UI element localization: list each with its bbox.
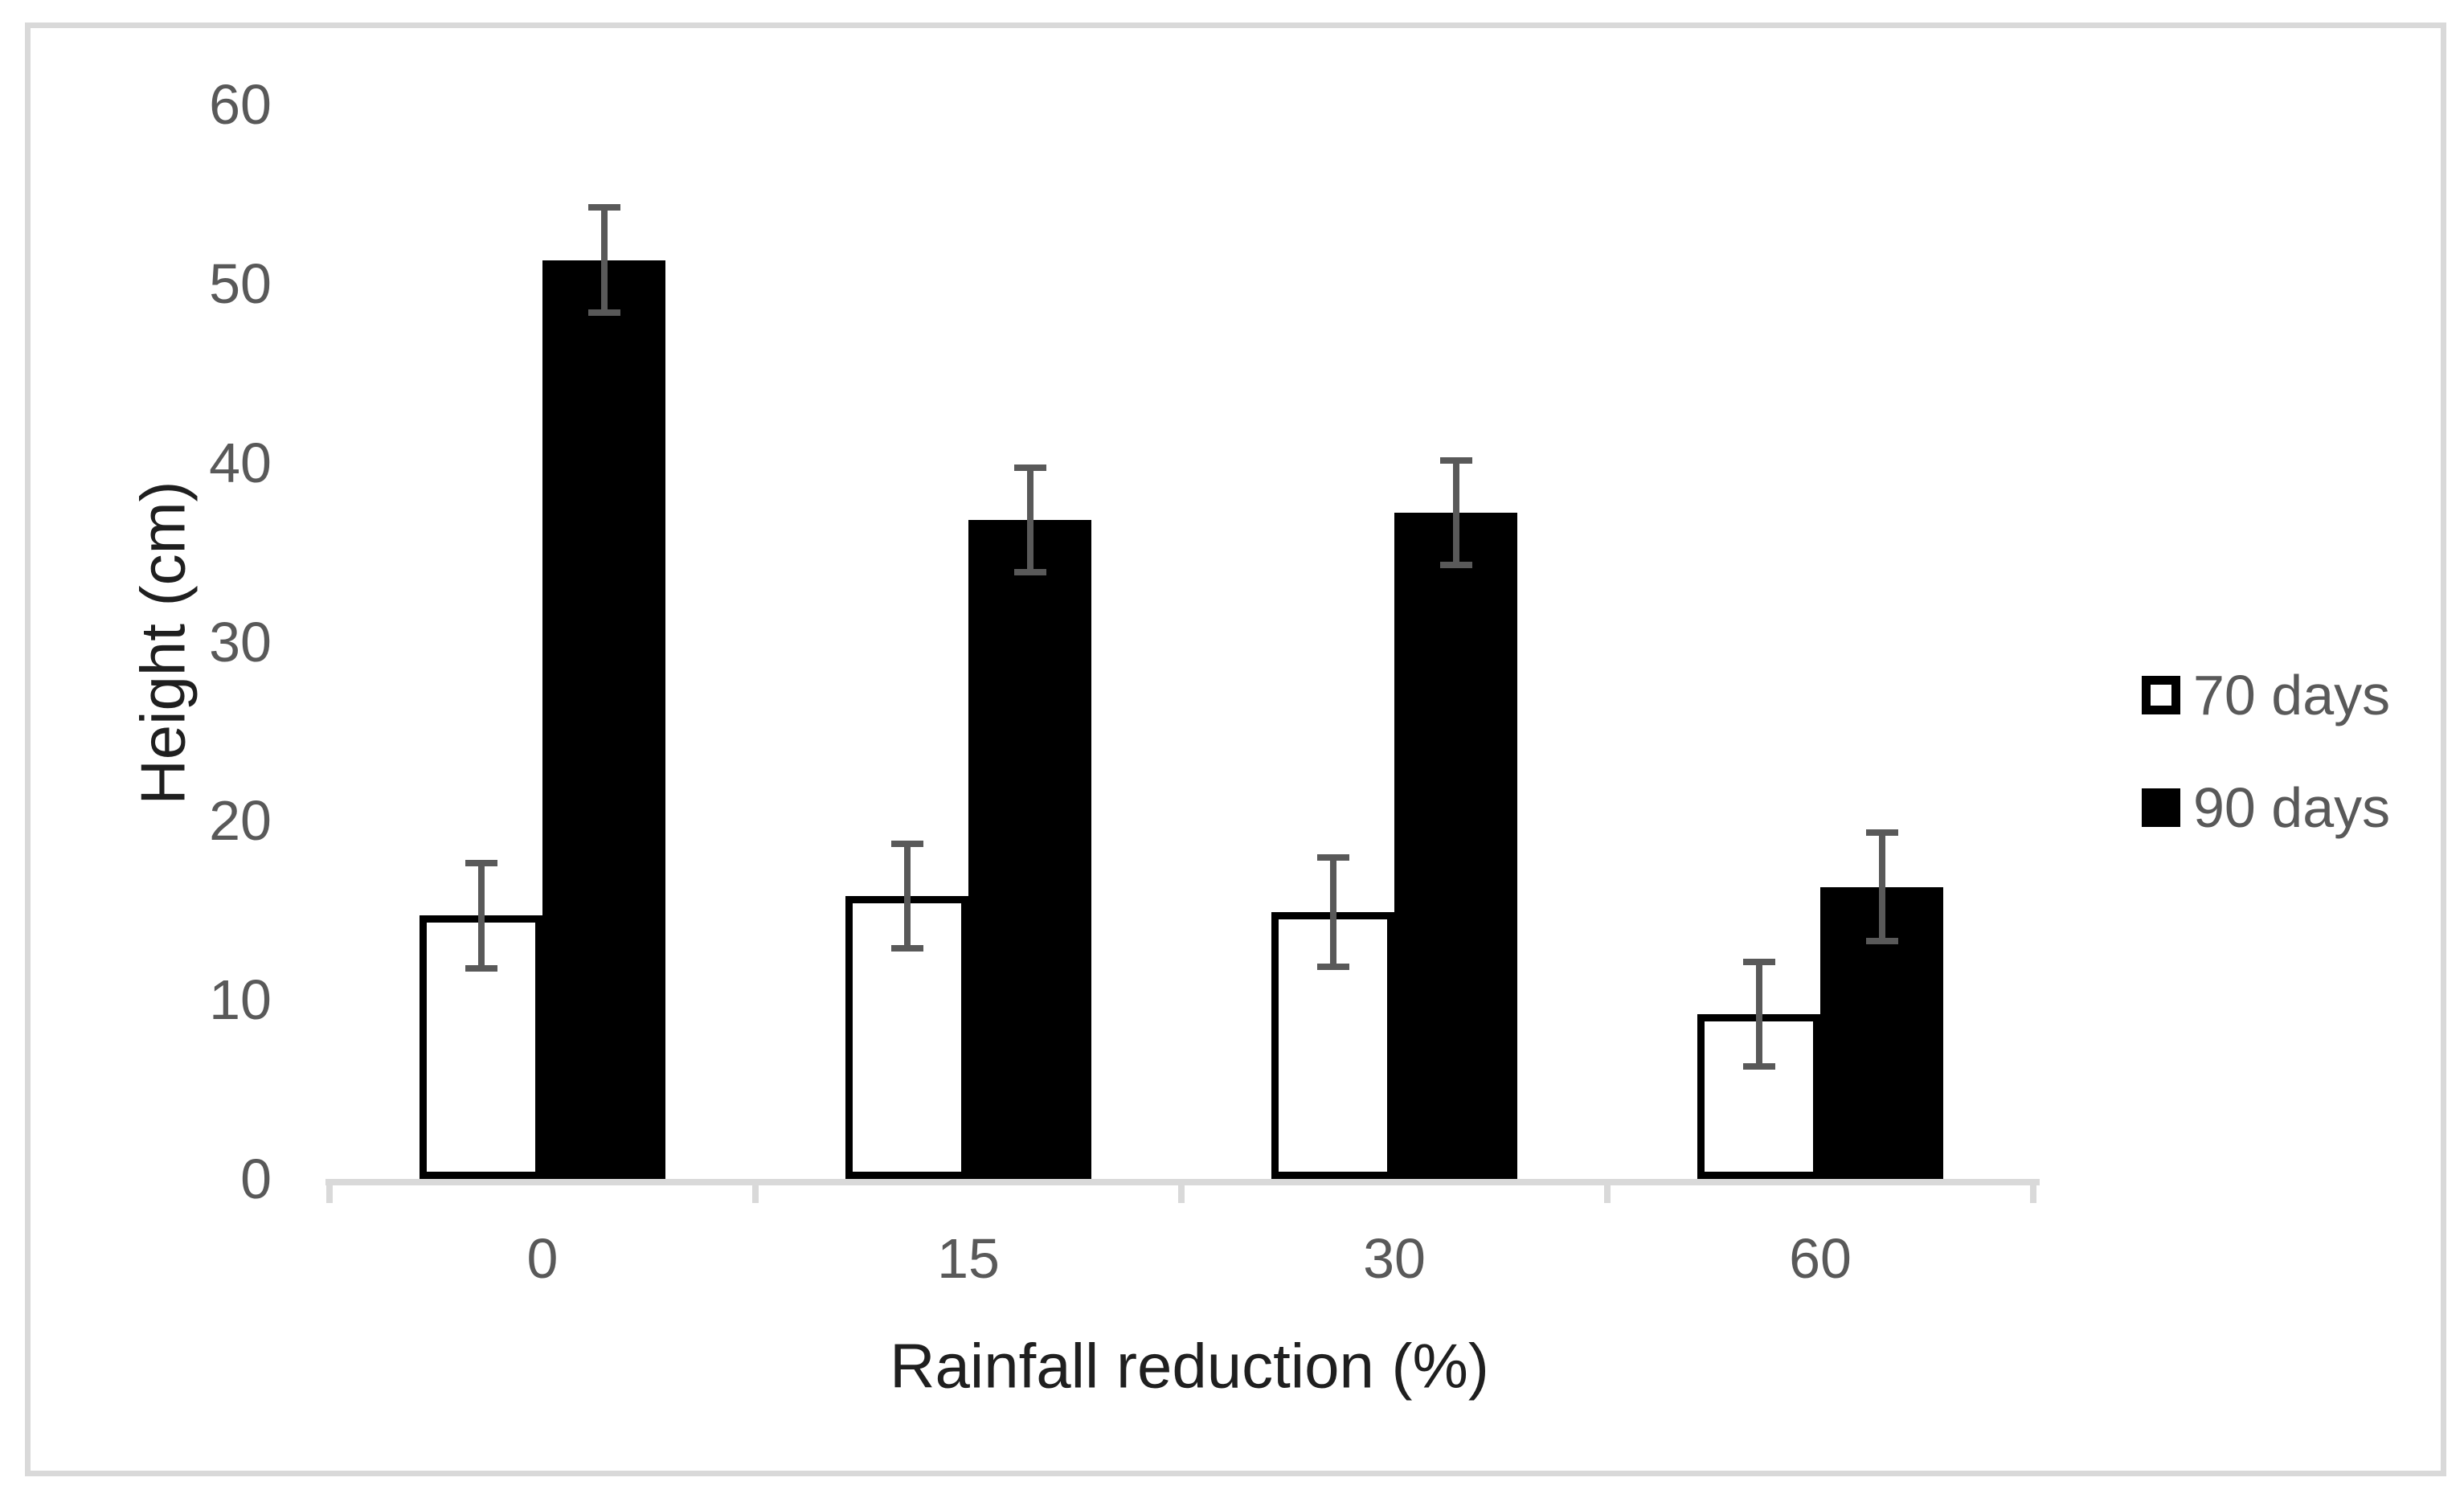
error-bar-cap-top bbox=[1013, 464, 1046, 471]
x-axis-tick-mark bbox=[1178, 1179, 1185, 1203]
error-bar-cap-bottom bbox=[587, 309, 620, 317]
error-bar-cap-bottom bbox=[1742, 1063, 1775, 1070]
error-bar-cap-bottom bbox=[465, 964, 497, 972]
legend-swatch-90-days bbox=[2142, 788, 2180, 827]
chart-border bbox=[25, 23, 2446, 1476]
y-axis-tick-label: 10 bbox=[209, 968, 272, 1032]
error-bar-stem bbox=[477, 866, 485, 966]
error-bar-cap-top bbox=[465, 860, 497, 867]
legend-label: 70 days bbox=[2193, 664, 2391, 726]
error-bar-cap-bottom bbox=[1013, 569, 1046, 576]
x-axis-category-label: 0 bbox=[526, 1227, 559, 1290]
legend-swatch-70-days bbox=[2142, 676, 2180, 714]
error-bar-stem bbox=[1878, 835, 1885, 939]
error-bar-stem bbox=[903, 845, 911, 947]
error-bar-stem bbox=[600, 210, 608, 311]
error-bar-cap-bottom bbox=[1439, 562, 1472, 569]
x-axis-tick-mark bbox=[326, 1179, 333, 1203]
error-bar-cap-top bbox=[1742, 958, 1775, 965]
y-axis-tick-label: 30 bbox=[209, 610, 272, 673]
legend-item-70-days: 70 days bbox=[2142, 657, 2390, 734]
bar-70-days-cat-0 bbox=[420, 915, 542, 1179]
error-bar-cap-bottom bbox=[1865, 938, 1898, 945]
y-axis-tick-label: 60 bbox=[209, 73, 272, 136]
legend-item-90-days: 90 days bbox=[2142, 769, 2390, 846]
x-axis-category-label: 60 bbox=[1789, 1227, 1852, 1290]
y-axis-tick-label: 50 bbox=[209, 252, 272, 315]
error-bar-stem bbox=[1329, 860, 1336, 964]
error-bar-cap-bottom bbox=[1316, 963, 1349, 970]
error-bar-cap-top bbox=[890, 840, 923, 847]
x-axis-tick-mark bbox=[1604, 1179, 1611, 1203]
x-axis-tick-mark bbox=[752, 1179, 759, 1203]
error-bar-stem bbox=[1452, 462, 1459, 563]
x-axis-category-label: 15 bbox=[937, 1227, 1000, 1290]
error-bar-cap-top bbox=[587, 204, 620, 211]
bar-90-days-cat-30 bbox=[1394, 513, 1517, 1179]
error-bar-stem bbox=[1026, 469, 1033, 571]
x-axis-tick-mark bbox=[2030, 1179, 2036, 1203]
error-bar-cap-bottom bbox=[890, 945, 923, 952]
error-bar-cap-top bbox=[1865, 829, 1898, 837]
bar-90-days-cat-15 bbox=[968, 519, 1091, 1179]
y-axis-tick-label: 0 bbox=[240, 1148, 272, 1210]
error-bar-cap-top bbox=[1316, 854, 1349, 862]
y-axis-tick-label: 20 bbox=[209, 789, 272, 853]
legend-label: 90 days bbox=[2193, 776, 2391, 839]
x-axis-category-label: 30 bbox=[1363, 1227, 1426, 1290]
x-axis-title: Rainfall reduction (%) bbox=[890, 1330, 1489, 1402]
error-bar-cap-top bbox=[1439, 456, 1472, 464]
error-bar-stem bbox=[1755, 964, 1762, 1065]
y-axis-tick-label: 40 bbox=[209, 431, 272, 494]
bar-90-days-cat-0 bbox=[542, 260, 665, 1179]
